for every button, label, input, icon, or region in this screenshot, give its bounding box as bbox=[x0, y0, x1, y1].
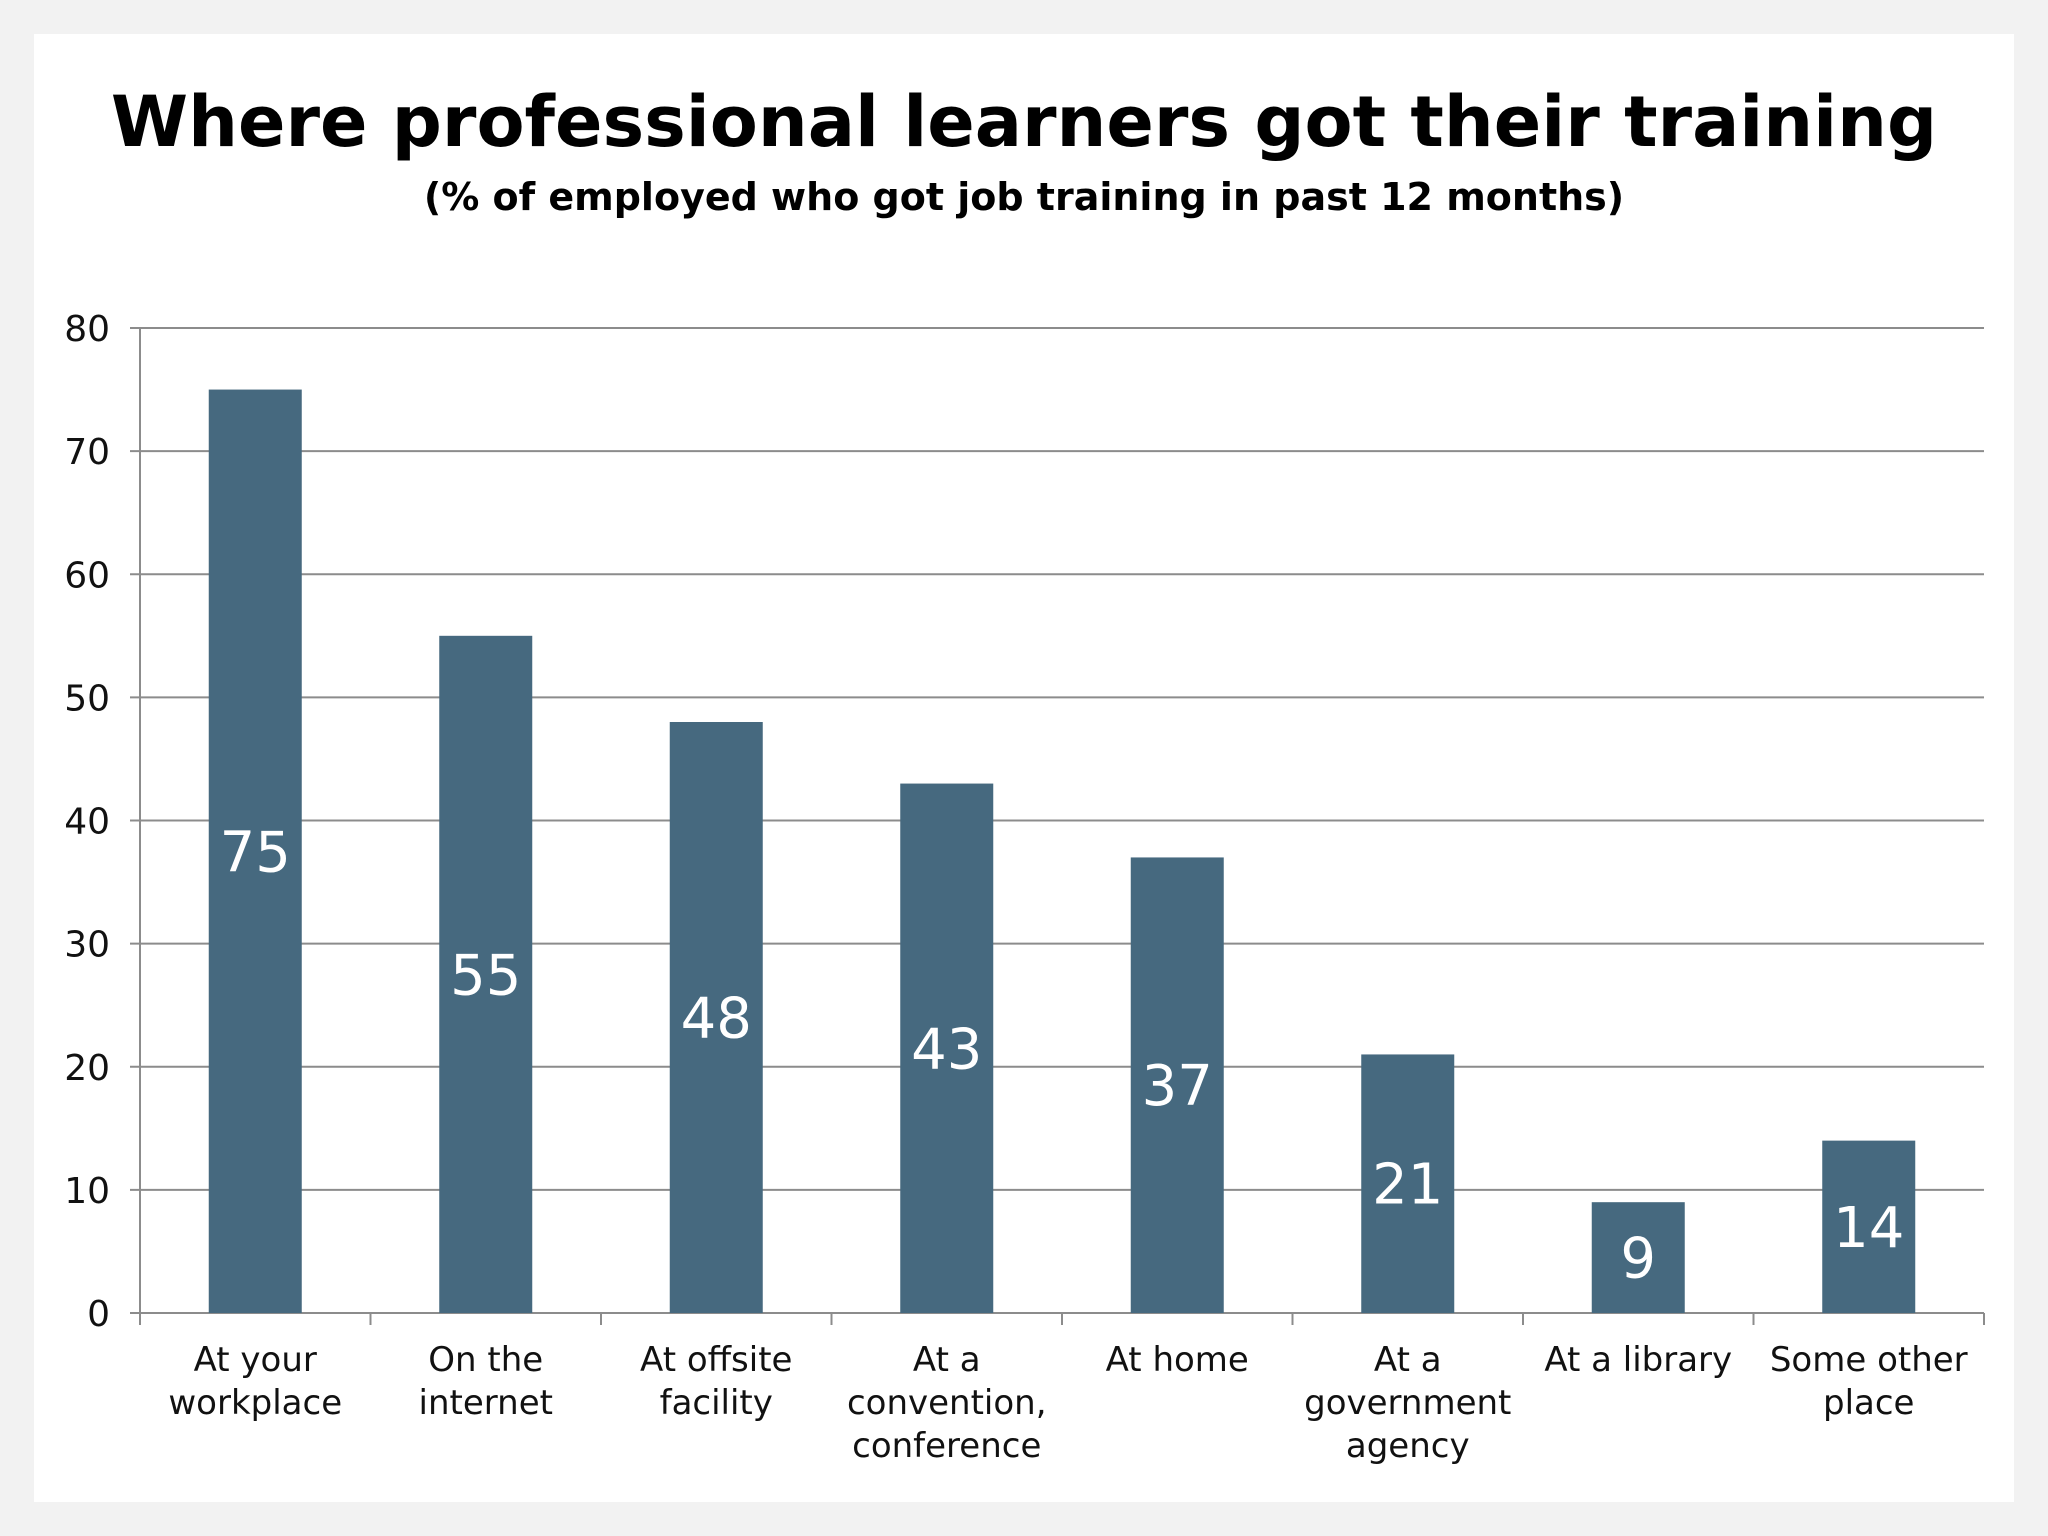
x-tick-label: At offsite facility bbox=[640, 1340, 792, 1423]
bar bbox=[439, 635, 533, 1313]
bar bbox=[669, 722, 763, 1313]
y-tick-label: 80 bbox=[64, 309, 110, 350]
x-tick-label: Some other place bbox=[1770, 1340, 1968, 1423]
y-tick-label: 0 bbox=[87, 1294, 110, 1335]
chart-title: Where professional learners got their tr… bbox=[111, 81, 1937, 163]
data-label: 14 bbox=[1833, 1196, 1904, 1261]
x-tick-label: At home bbox=[1106, 1340, 1249, 1380]
bar-chart: Where professional learners got their tr… bbox=[64, 81, 1985, 1466]
x-tick-label: At a convention, conference bbox=[847, 1340, 1047, 1466]
y-tick-label: 40 bbox=[64, 802, 110, 843]
y-tick-label: 70 bbox=[64, 432, 110, 473]
y-tick-label: 20 bbox=[64, 1048, 110, 1089]
gridlines bbox=[140, 327, 1984, 1191]
y-tick-label: 60 bbox=[64, 555, 110, 596]
slide-panel: Where professional learners got their tr… bbox=[34, 34, 2014, 1502]
x-tick-label: On the internet bbox=[419, 1340, 553, 1423]
bar bbox=[208, 389, 302, 1313]
axes: 0 10 20 30 40 50 60 70 80 bbox=[64, 309, 1985, 1335]
x-tick-label: At your workplace bbox=[168, 1340, 342, 1423]
labels: 75 At your workplace 55 On the internet 48 At o… bbox=[168, 820, 1967, 1466]
x-tick-label: At a library bbox=[1544, 1340, 1732, 1380]
bar bbox=[1130, 857, 1224, 1313]
chart-subtitle: (% of employed who got job training in p… bbox=[424, 175, 1624, 219]
data-label: 9 bbox=[1620, 1227, 1656, 1292]
bar bbox=[1822, 1140, 1916, 1313]
data-label: 43 bbox=[911, 1017, 982, 1082]
bars bbox=[208, 389, 1916, 1313]
bar bbox=[1361, 1054, 1455, 1313]
data-label: 21 bbox=[1372, 1153, 1443, 1218]
y-tick-label: 10 bbox=[64, 1171, 110, 1212]
data-label: 48 bbox=[681, 987, 752, 1052]
data-label: 75 bbox=[220, 820, 291, 885]
bar bbox=[1591, 1202, 1685, 1313]
y-tick-label: 50 bbox=[64, 678, 110, 719]
y-tick-label: 30 bbox=[64, 925, 110, 966]
x-tick-label: At a government agency bbox=[1304, 1340, 1511, 1466]
data-label: 37 bbox=[1142, 1054, 1213, 1119]
bar bbox=[900, 783, 994, 1313]
data-label: 55 bbox=[450, 943, 521, 1008]
